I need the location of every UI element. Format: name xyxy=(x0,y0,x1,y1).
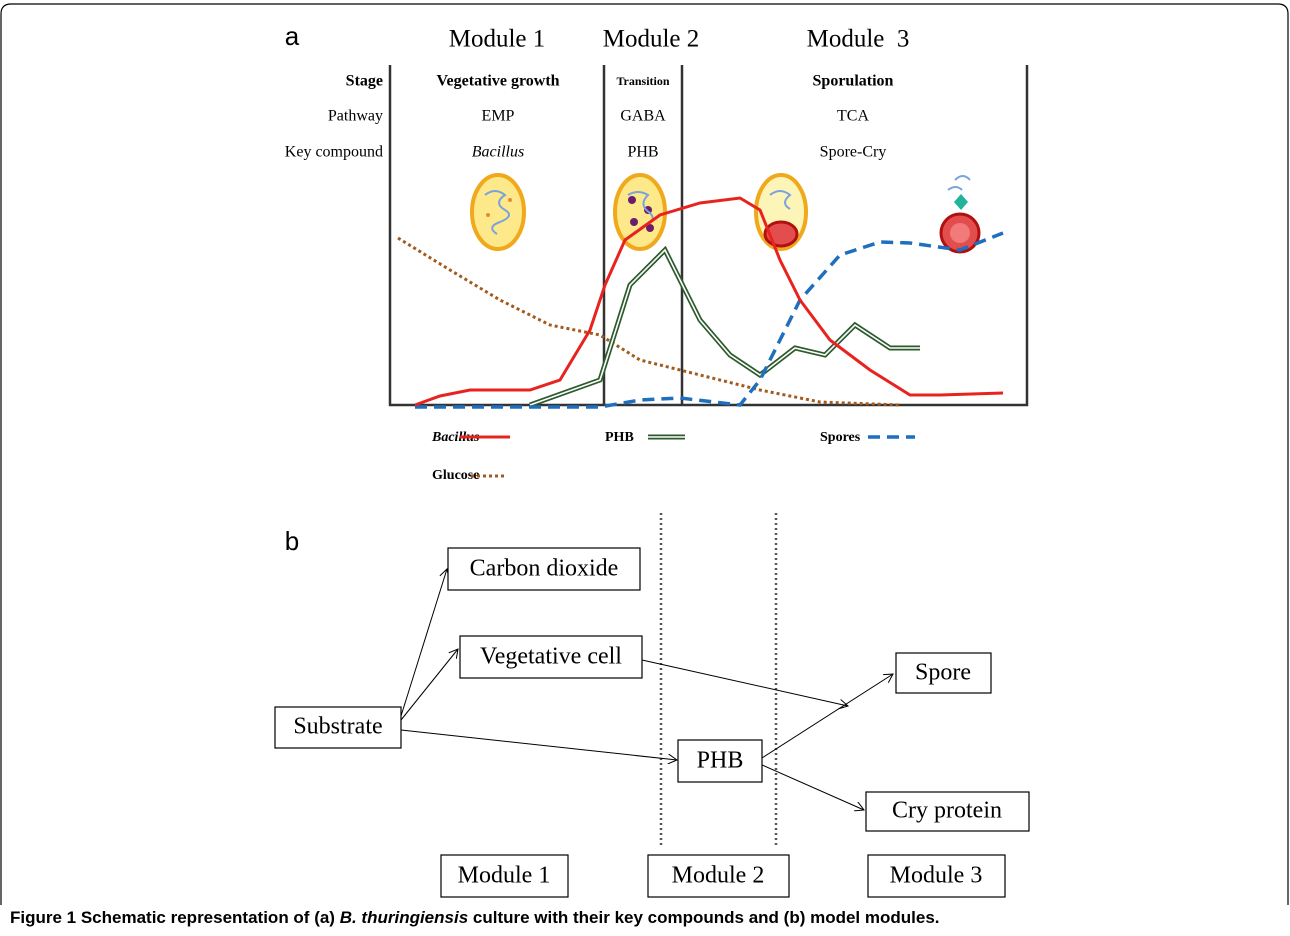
page: a Module 1 Module 2 Module 3 Stage Pathw… xyxy=(0,0,1290,936)
caption-species: B. thuringiensis xyxy=(340,908,468,927)
compound: Bacillus xyxy=(472,144,524,161)
spores-curve xyxy=(415,233,1003,407)
module-label: Module 1 xyxy=(458,863,551,889)
figure: a Module 1 Module 2 Module 3 Stage Pathw… xyxy=(0,0,1290,936)
module-title: Module 2 xyxy=(603,26,700,53)
pathway: EMP xyxy=(482,108,515,125)
stage: Transition xyxy=(616,74,669,88)
module-label: Module 3 xyxy=(890,863,983,889)
compound: PHB xyxy=(627,144,658,161)
module-title: Module 1 xyxy=(449,26,546,53)
caption-text: culture with their key compounds and (b)… xyxy=(468,908,939,927)
node-label: Spore xyxy=(915,660,971,686)
node-label: Substrate xyxy=(293,714,382,740)
frame xyxy=(1,4,1288,905)
compound: Spore-Cry xyxy=(820,144,887,161)
cell-icons xyxy=(472,175,979,252)
caption: Figure 1 Schematic representation of (a)… xyxy=(10,908,940,928)
row-label: Key compound xyxy=(285,144,383,161)
panel-label: a xyxy=(285,21,300,51)
panel-label: b xyxy=(285,526,299,556)
row-label: Stage xyxy=(346,73,383,90)
module-title: Module 3 xyxy=(807,26,910,53)
node-label: Cry protein xyxy=(892,798,1002,824)
pathway: GABA xyxy=(620,108,666,125)
stage: Sporulation xyxy=(813,73,894,90)
pathway: TCA xyxy=(837,108,869,125)
caption-text: Schematic representation of (a) xyxy=(76,908,340,927)
stage: Vegetative growth xyxy=(436,73,559,90)
row-label: Pathway xyxy=(328,108,383,125)
legend-label: PHB xyxy=(605,430,634,445)
caption-label: Figure 1 xyxy=(10,908,76,927)
node-label: Vegetative cell xyxy=(480,644,622,670)
node-label: PHB xyxy=(697,748,744,774)
legend-label: Spores xyxy=(820,430,861,445)
module-label: Module 2 xyxy=(672,863,765,889)
figure-svg: a Module 1 Module 2 Module 3 Stage Pathw… xyxy=(0,0,1290,936)
node-label: Carbon dioxide xyxy=(470,556,619,582)
arrows xyxy=(401,569,893,810)
